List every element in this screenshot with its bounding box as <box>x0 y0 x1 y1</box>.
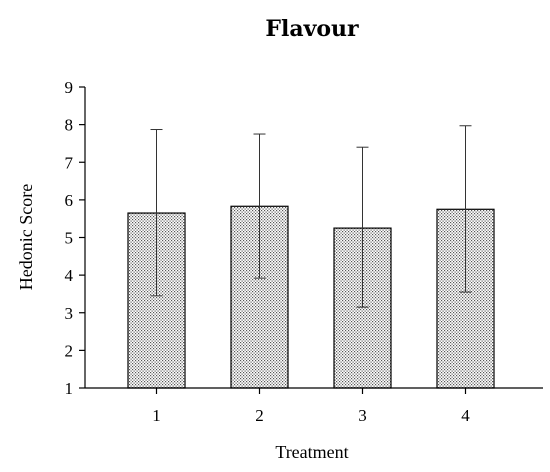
y-tick-label: 9 <box>65 78 74 97</box>
y-tick-label: 6 <box>65 191 74 210</box>
y-tick-label: 2 <box>65 341 74 360</box>
y-axis-label: Hedonic Score <box>16 184 36 290</box>
chart-title: Flavour <box>265 16 359 42</box>
x-tick-label: 3 <box>358 406 367 425</box>
y-tick-label: 4 <box>65 266 74 285</box>
y-tick-label: 8 <box>65 116 74 135</box>
x-axis-label: Treatment <box>275 442 348 462</box>
x-tick-label: 2 <box>255 406 264 425</box>
y-tick-label: 7 <box>65 153 74 172</box>
y-tick-label: 5 <box>65 229 74 248</box>
x-tick-label: 4 <box>461 406 470 425</box>
y-tick-label: 1 <box>65 379 74 398</box>
x-tick-label: 1 <box>152 406 161 425</box>
plot-area <box>127 125 495 389</box>
y-tick-label: 3 <box>65 304 74 323</box>
